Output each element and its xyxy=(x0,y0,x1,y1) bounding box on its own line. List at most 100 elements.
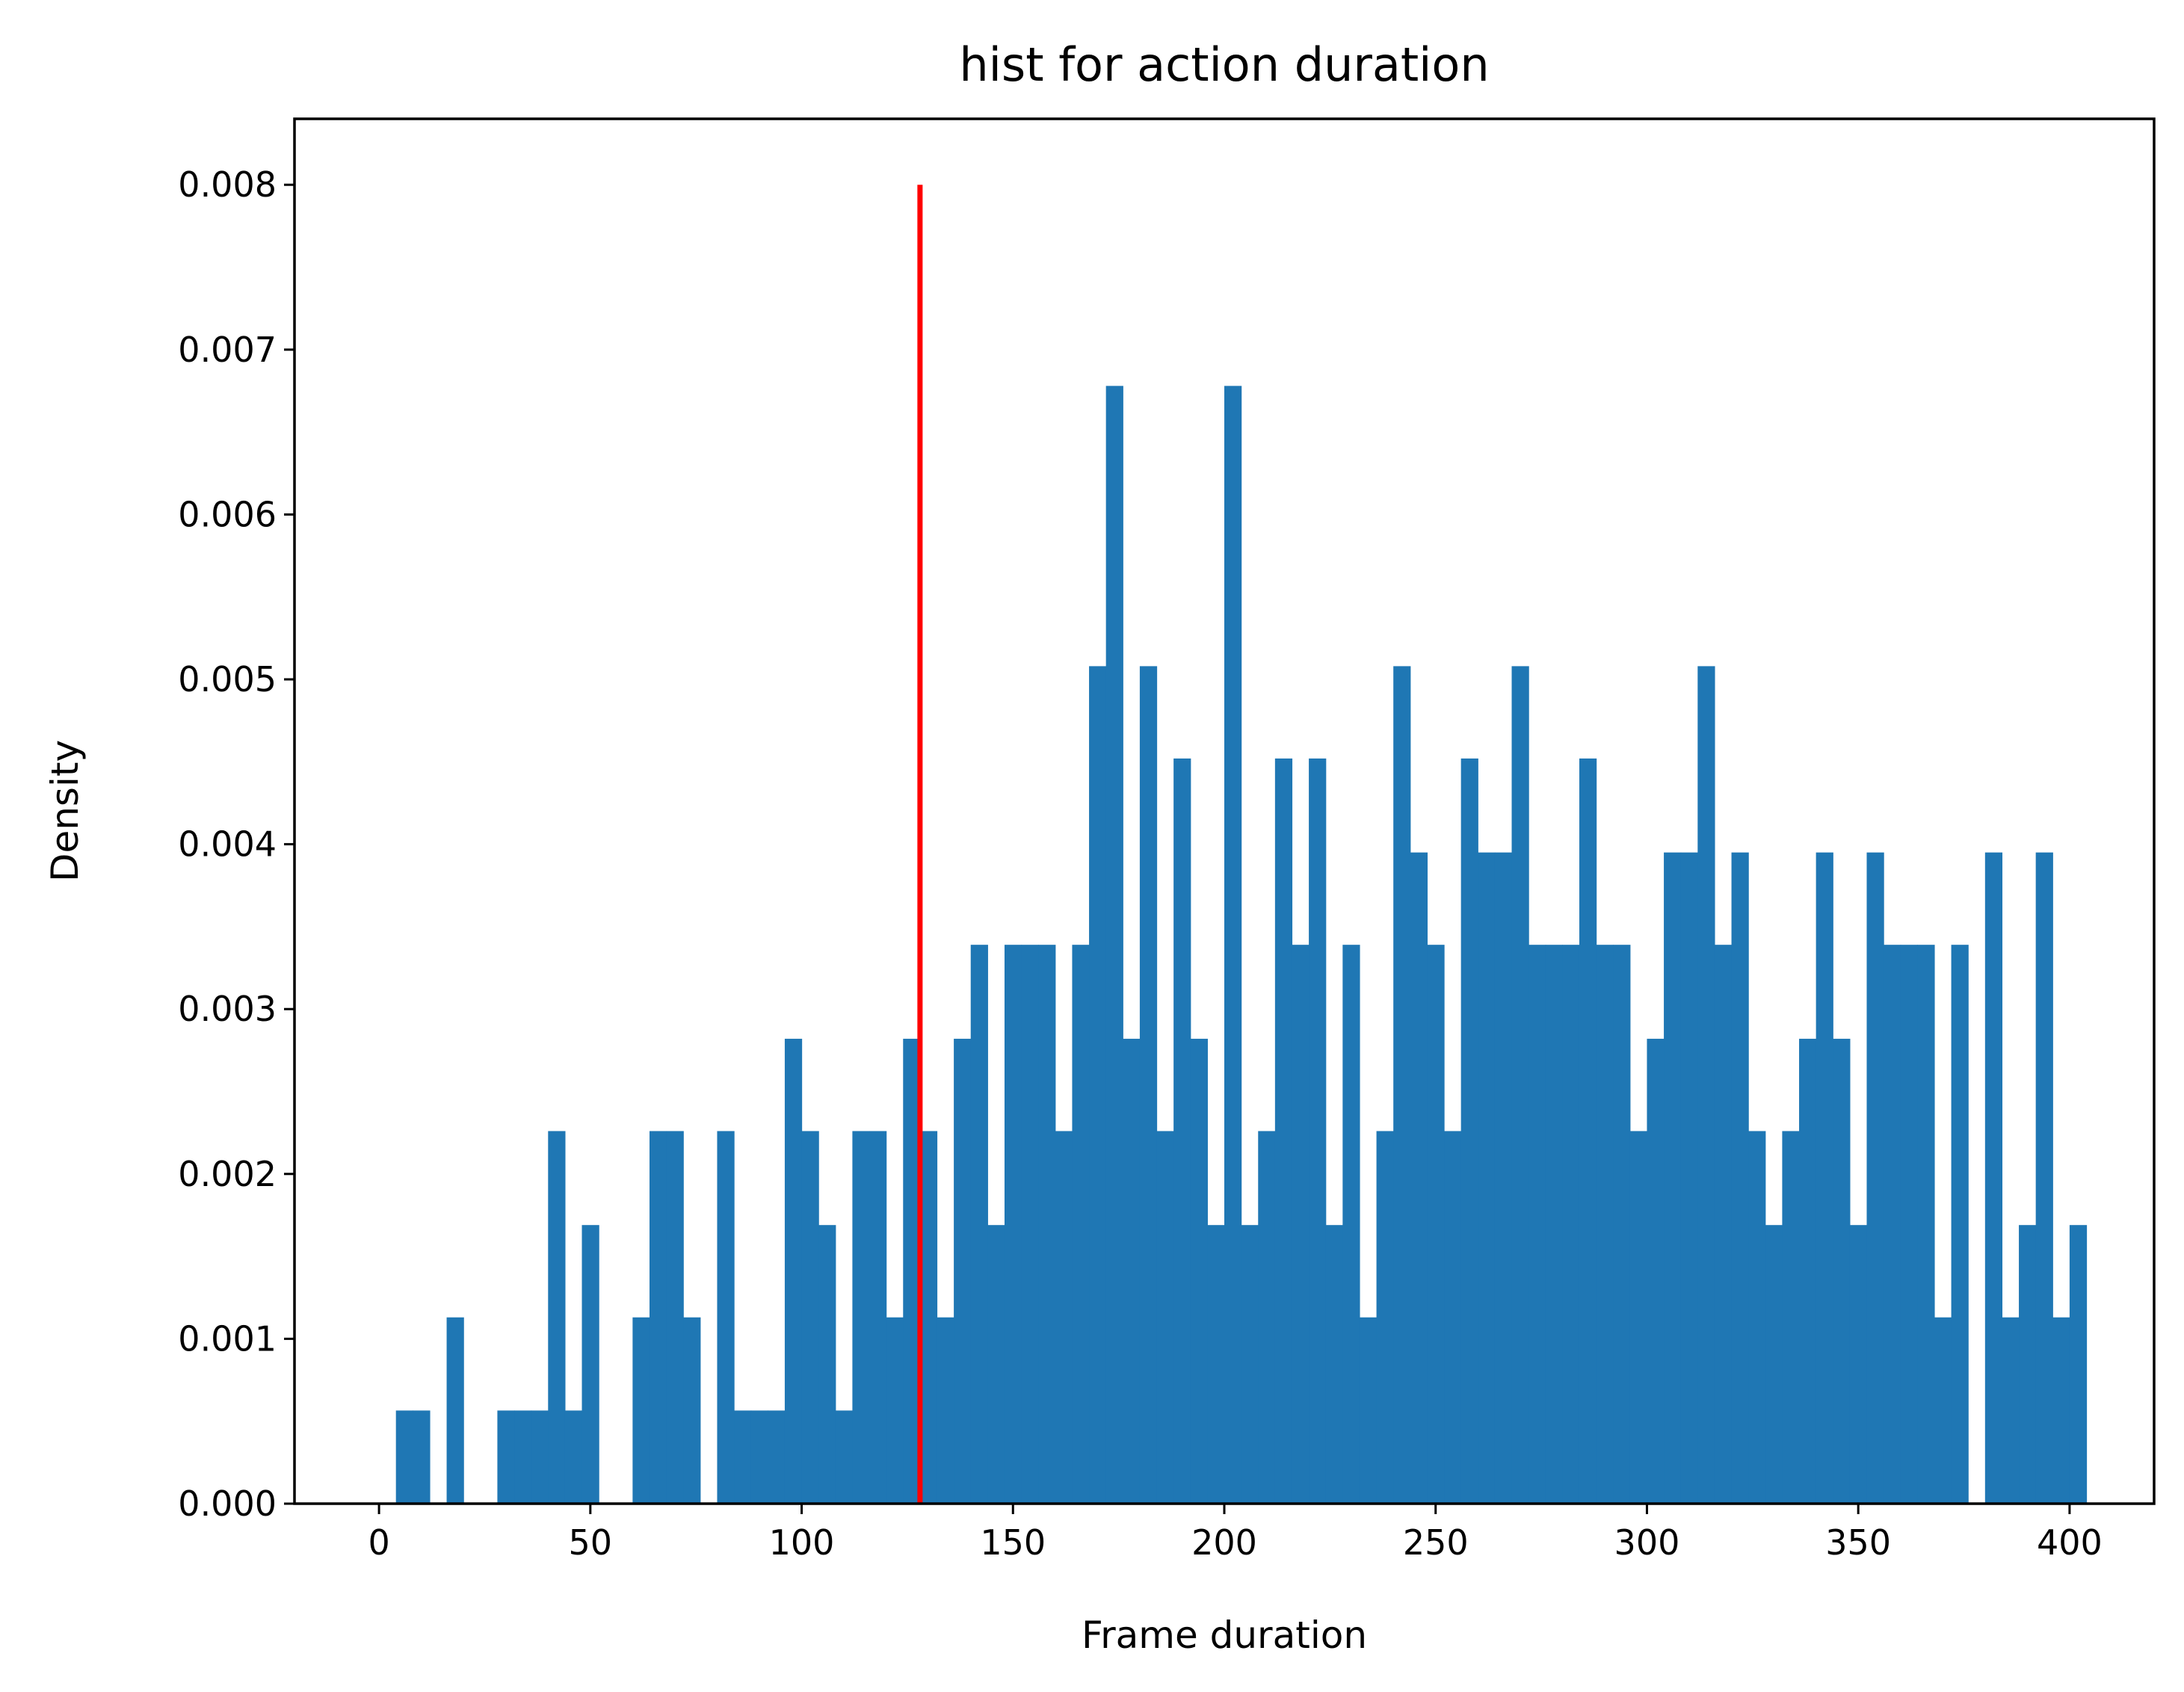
histogram-bar xyxy=(1173,758,1191,1504)
histogram-bar xyxy=(1951,945,1969,1504)
histogram-bar xyxy=(1156,1131,1174,1504)
histogram-bar xyxy=(395,1410,413,1504)
histogram-bar xyxy=(784,1038,803,1504)
histogram-bar xyxy=(903,1038,921,1504)
y-tick-label: 0.008 xyxy=(178,164,277,205)
histogram-bar xyxy=(768,1410,786,1504)
histogram-bar xyxy=(818,1225,836,1504)
x-tick-label: 100 xyxy=(769,1522,835,1563)
histogram-bar xyxy=(1021,945,1039,1504)
histogram-bar xyxy=(1545,945,1563,1504)
histogram-bar xyxy=(548,1131,566,1504)
x-tick-label: 50 xyxy=(569,1522,613,1563)
histogram-bar xyxy=(1884,945,1901,1504)
x-axis: 0 50 100 150 200 250 300 350 400 xyxy=(368,1504,2103,1563)
histogram-bar xyxy=(1123,1038,1141,1504)
histogram-bar xyxy=(1089,666,1107,1504)
histogram-bar xyxy=(919,1131,938,1504)
y-tick-label: 0.005 xyxy=(178,659,277,700)
histogram-bar xyxy=(1917,945,1935,1504)
x-tick-label: 400 xyxy=(2037,1522,2103,1563)
histogram-bar xyxy=(1714,945,1733,1504)
histogram-bar xyxy=(514,1410,532,1504)
histogram-bar xyxy=(852,1131,870,1504)
y-tick-label: 0.001 xyxy=(178,1318,277,1359)
histogram-bar xyxy=(497,1410,515,1504)
histogram-bar xyxy=(632,1317,650,1504)
histogram-bar xyxy=(970,945,988,1504)
histogram-bar xyxy=(1782,1131,1800,1504)
histogram-bar xyxy=(1596,945,1614,1504)
histogram-bar xyxy=(1629,1131,1648,1504)
histogram-bar xyxy=(582,1225,599,1504)
histogram-bar xyxy=(2069,1225,2088,1504)
histogram-bar xyxy=(649,1131,667,1504)
histogram-bar xyxy=(987,1225,1005,1504)
histogram-bar xyxy=(1072,945,1090,1504)
histogram-bar xyxy=(1494,852,1513,1504)
x-tick-label: 0 xyxy=(368,1522,389,1563)
x-tick-label: 350 xyxy=(1825,1522,1891,1563)
histogram-bar xyxy=(801,1131,819,1504)
histogram-bar xyxy=(1309,758,1327,1504)
histogram-bar xyxy=(1105,386,1123,1504)
histogram-bar xyxy=(1224,386,1242,1504)
histogram-bar xyxy=(734,1410,752,1504)
histogram-bar xyxy=(666,1131,684,1504)
histogram-bar xyxy=(1427,945,1445,1504)
histogram-bar xyxy=(1562,945,1580,1504)
histogram-bar xyxy=(1478,852,1496,1504)
histogram-bar xyxy=(2052,1317,2070,1504)
histogram-bars xyxy=(395,386,2088,1504)
histogram-bar xyxy=(446,1317,464,1504)
histogram-bar xyxy=(1647,1038,1665,1504)
histogram-bar xyxy=(1664,852,1682,1504)
y-tick-label: 0.000 xyxy=(178,1483,277,1524)
y-tick-label: 0.003 xyxy=(178,989,277,1029)
chart-title: hist for action duration xyxy=(959,37,1489,92)
x-axis-label: Frame duration xyxy=(1082,1614,1367,1657)
y-axis-label: Density xyxy=(43,740,87,882)
histogram-bar xyxy=(1376,1131,1394,1504)
histogram-bar xyxy=(1900,945,1918,1504)
histogram-bar xyxy=(413,1410,431,1504)
histogram-bar xyxy=(1833,1038,1851,1504)
histogram-bar xyxy=(1984,852,2003,1504)
histogram-bar xyxy=(1004,945,1022,1504)
histogram-bar xyxy=(1849,1225,1868,1504)
histogram-bar xyxy=(1359,1317,1378,1504)
histogram-bar xyxy=(1816,852,1833,1504)
histogram-bar xyxy=(1731,852,1749,1504)
histogram-bar xyxy=(1697,666,1715,1504)
histogram-bar xyxy=(1258,1131,1276,1504)
histogram-bar xyxy=(1444,1131,1462,1504)
histogram-bar xyxy=(531,1410,549,1504)
y-tick-label: 0.004 xyxy=(178,824,277,865)
histogram-bar xyxy=(1342,945,1360,1504)
histogram-bar xyxy=(1680,852,1698,1504)
histogram-bar xyxy=(937,1317,954,1504)
histogram-bar xyxy=(1866,852,1884,1504)
y-tick-label: 0.007 xyxy=(178,330,277,370)
x-tick-label: 150 xyxy=(980,1522,1046,1563)
histogram-bar xyxy=(683,1317,701,1504)
histogram-bar xyxy=(1190,1038,1208,1504)
histogram-bar xyxy=(954,1038,972,1504)
histogram-bar xyxy=(1579,758,1597,1504)
histogram-bar xyxy=(1613,945,1631,1504)
histogram-bar xyxy=(886,1317,904,1504)
histogram-bar xyxy=(717,1131,735,1504)
histogram-bar xyxy=(1241,1225,1259,1504)
histogram-bar xyxy=(1038,945,1056,1504)
x-tick-label: 200 xyxy=(1191,1522,1257,1563)
histogram-bar xyxy=(835,1410,853,1504)
histogram-bar xyxy=(564,1410,583,1504)
histogram-bar xyxy=(1393,666,1411,1504)
histogram-bar xyxy=(1748,1131,1766,1504)
histogram-bar xyxy=(2035,852,2053,1504)
histogram-bar xyxy=(1511,666,1529,1504)
y-tick-label: 0.006 xyxy=(178,494,277,534)
y-axis: 0.000 0.001 0.002 0.003 0.004 0.005 0.006 0.007… xyxy=(178,164,294,1524)
histogram-bar xyxy=(869,1131,887,1504)
